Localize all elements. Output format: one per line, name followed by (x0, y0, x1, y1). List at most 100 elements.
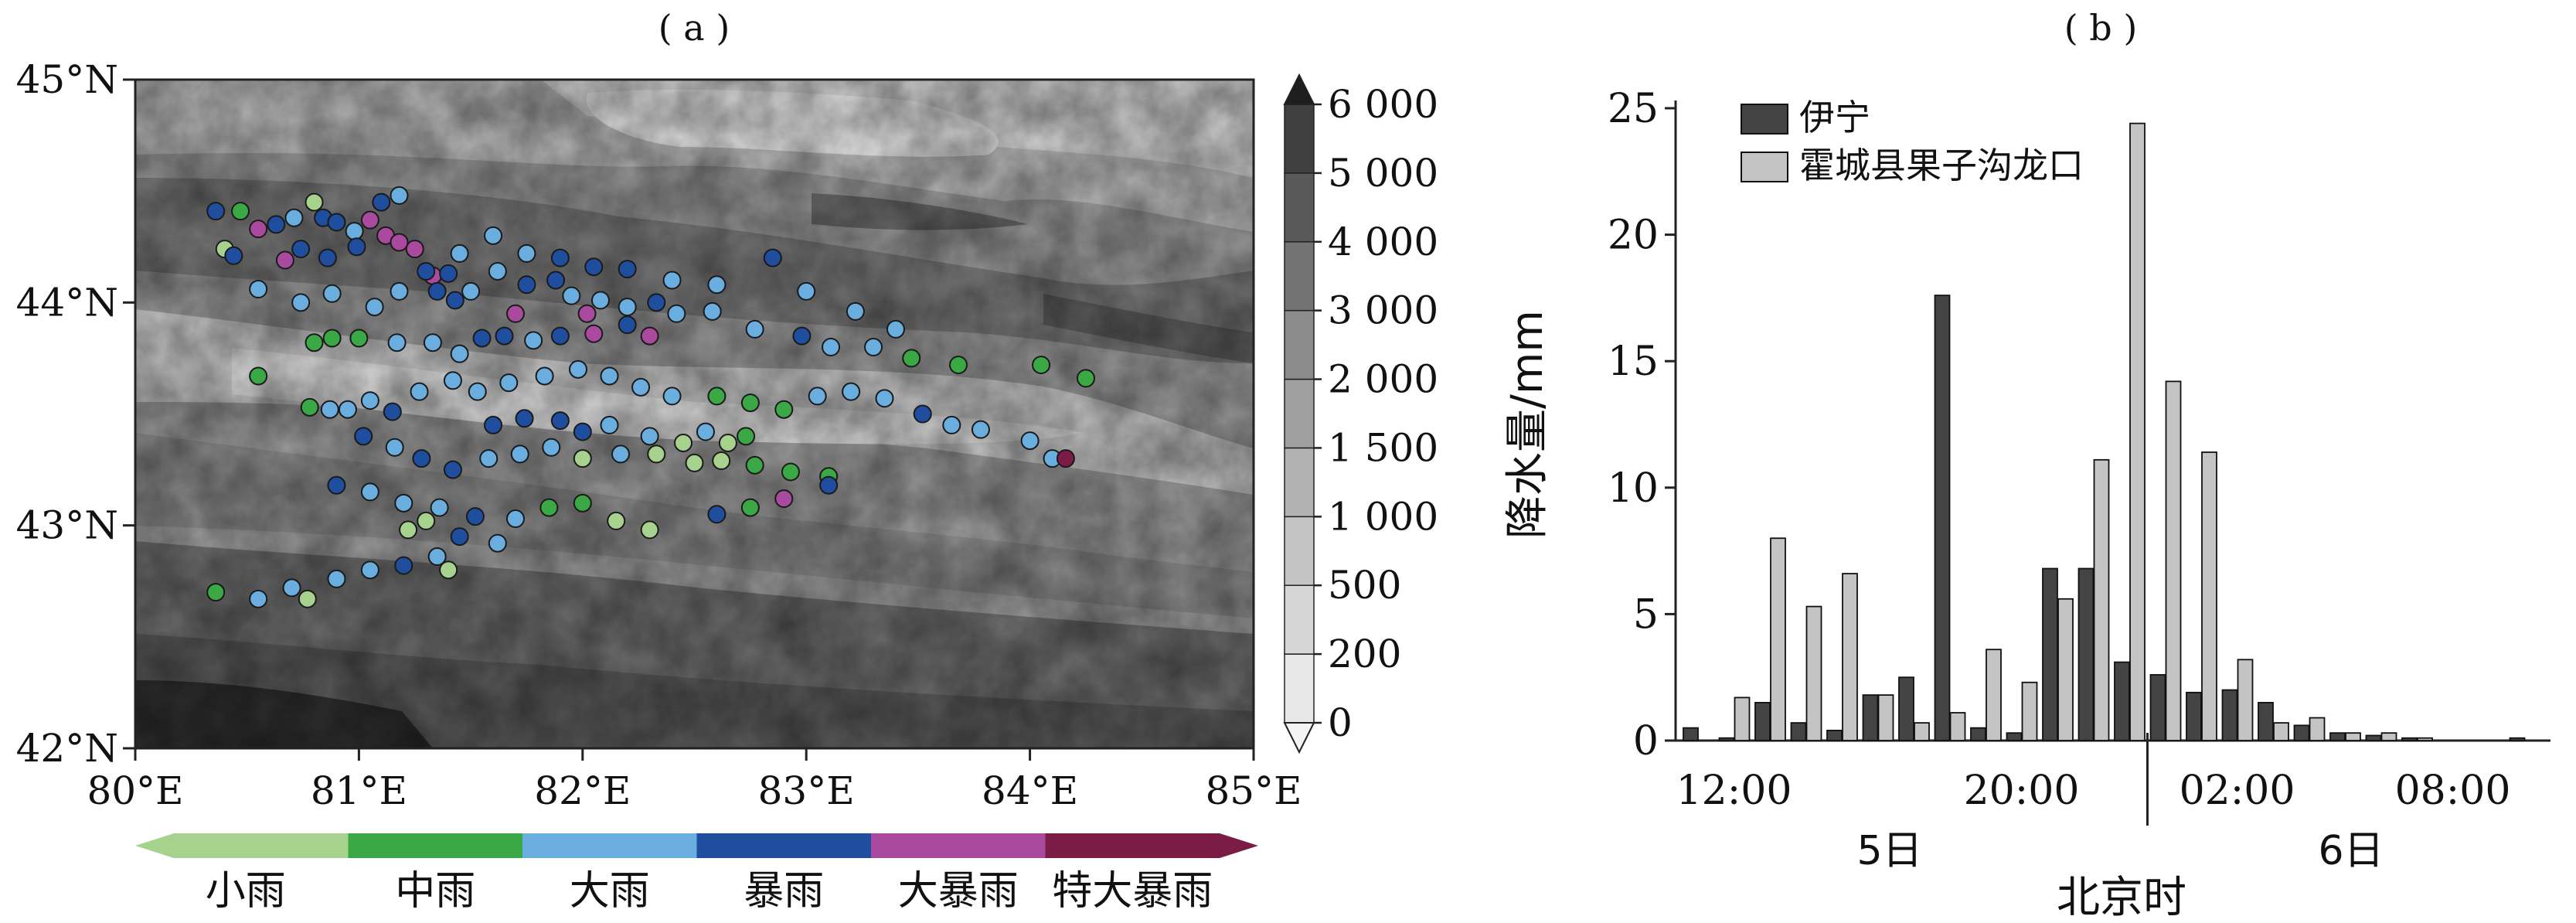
station-point (1032, 356, 1051, 375)
station-point (372, 192, 391, 212)
legend-label: 霍城县果子沟龙口 (1799, 145, 2084, 186)
bar-x-tick-label: 20:00 (1964, 768, 2080, 814)
station-point (505, 304, 525, 323)
station-point (640, 427, 659, 446)
station-point (913, 404, 932, 424)
station-point (430, 498, 449, 517)
station-point (488, 261, 507, 281)
station-point (423, 333, 442, 353)
colorbar-top-arrow (1283, 73, 1315, 105)
station-point (792, 326, 812, 346)
colorbar-tick-label: 0 (1328, 700, 1353, 745)
station-point (600, 366, 619, 386)
bar (2365, 734, 2382, 741)
station-point (542, 438, 561, 457)
rain-category-swatch (522, 833, 697, 858)
bar-x-tick-label: 12:00 (1676, 768, 1792, 814)
station-point (291, 293, 311, 312)
station-point (808, 387, 827, 406)
station-point (394, 493, 413, 513)
map-axes: 80°E 81°E 82°E 83°E 84°E 85°E 45°N 44°N 43°N 42°N (16, 57, 1302, 813)
station-point (439, 264, 458, 283)
bar (1754, 702, 1771, 741)
bar (1734, 697, 1751, 741)
station-point (948, 356, 968, 375)
colorbar-segment (1284, 241, 1315, 312)
station-point (569, 359, 588, 379)
station-point (410, 382, 429, 401)
station-point (495, 326, 514, 346)
bar-y-tick-label: 10 (1608, 465, 1659, 512)
bar (1949, 712, 1966, 741)
rain-category-label: 暴雨 (744, 868, 824, 914)
station-point (360, 210, 379, 230)
bar (1790, 722, 1807, 741)
station-point (886, 319, 905, 339)
station-point (298, 589, 317, 608)
station-point (573, 422, 592, 441)
station-point (450, 244, 469, 263)
station-point (327, 569, 346, 588)
station-point (322, 329, 342, 348)
colorbar-tick-label: 5 000 (1328, 151, 1438, 196)
bar-x-axis-label: 北京时 (2057, 873, 2186, 923)
bar (2329, 732, 2346, 741)
station-point (573, 449, 592, 468)
station-point (249, 220, 268, 239)
station-point (707, 275, 727, 295)
station-point (231, 202, 250, 221)
bar (2237, 659, 2254, 741)
map-x-tick-label: 84°E (982, 768, 1078, 813)
station-point (515, 409, 534, 428)
station-point (618, 315, 637, 335)
bar (1934, 295, 1951, 741)
station-point (737, 427, 756, 446)
rain-category-label: 大暴雨 (898, 868, 1019, 914)
station-point (499, 373, 519, 393)
station-point (427, 547, 447, 567)
station-point (590, 291, 610, 310)
station-point (349, 329, 369, 348)
bar (2006, 732, 2023, 741)
bar (1970, 727, 1986, 741)
station-point (390, 281, 409, 301)
station-point (607, 511, 626, 530)
station-point (484, 415, 503, 434)
bar (1877, 694, 1894, 741)
bar (2077, 567, 2094, 741)
colorbar-tick-label: 1 000 (1328, 494, 1438, 539)
bar (2201, 451, 2217, 741)
station-point (577, 304, 597, 323)
bar (2258, 702, 2274, 741)
station-point (443, 371, 462, 390)
station-point (284, 208, 304, 227)
day-label: 5日 (1856, 828, 1922, 874)
station-point (1076, 369, 1095, 388)
station-point (875, 389, 894, 408)
bar (1826, 730, 1843, 741)
station-point (703, 301, 722, 321)
map-frame (134, 78, 1255, 750)
station-point (674, 433, 693, 452)
bar-y-tick-label: 25 (1608, 86, 1659, 132)
bar (2401, 737, 2418, 741)
station-point (484, 226, 503, 245)
colorbar-tick-label: 1 500 (1328, 425, 1438, 470)
station-point (465, 507, 485, 526)
station-point (445, 291, 464, 310)
bar (1805, 605, 1822, 741)
station-point (740, 393, 760, 413)
station-point (647, 444, 666, 464)
station-point (417, 261, 436, 281)
bar (1683, 727, 1699, 741)
rain-category-label: 中雨 (395, 868, 475, 914)
station-point (600, 415, 619, 434)
station-point (390, 186, 409, 205)
station-point (640, 520, 659, 540)
station-point (206, 583, 226, 602)
station-point (1020, 431, 1040, 451)
station-point (550, 248, 570, 267)
bar-x-tick-label: 02:00 (2180, 768, 2295, 814)
station-point (300, 397, 319, 417)
